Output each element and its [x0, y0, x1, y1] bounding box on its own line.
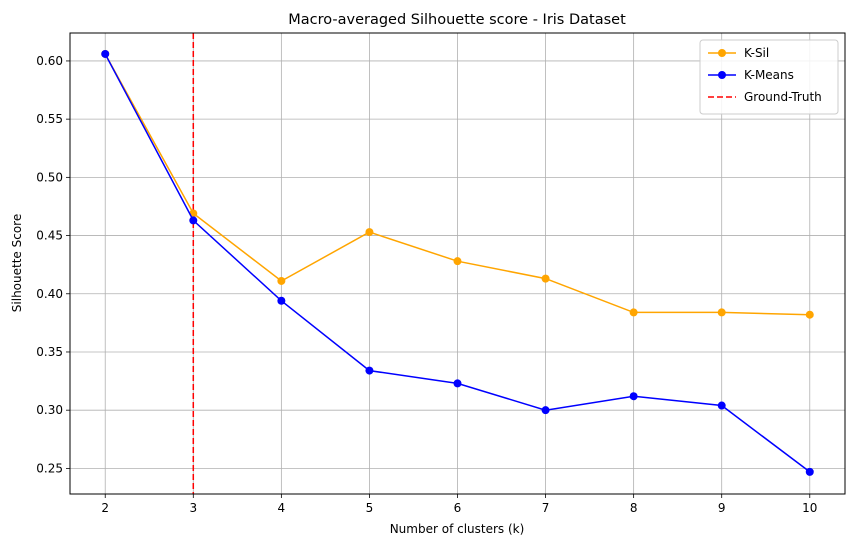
- y-tick-label: 0.45: [36, 229, 63, 243]
- x-tick-label: 6: [454, 501, 462, 515]
- data-point-k-means: [101, 49, 110, 58]
- legend-label-ground-truth: Ground-Truth: [744, 90, 822, 104]
- data-point-k-means: [629, 392, 638, 401]
- y-tick-label: 0.30: [36, 403, 63, 417]
- data-point-k-means: [277, 296, 286, 305]
- legend-label-k-means: K-Means: [744, 68, 794, 82]
- y-tick-label: 0.40: [36, 287, 63, 301]
- data-point-k-means: [805, 467, 814, 476]
- x-tick-label: 10: [802, 501, 817, 515]
- legend-marker-k-sil: [718, 49, 726, 57]
- x-tick-label: 9: [718, 501, 726, 515]
- data-point-k-sil: [717, 308, 726, 317]
- series-k-means: [101, 49, 814, 476]
- data-point-k-sil: [541, 274, 550, 283]
- x-axis: 2 3 4 5 6 7 8 9 10: [101, 494, 817, 515]
- y-axis: 0.25 0.30 0.35 0.40 0.45 0.50 0.55 0.60: [36, 54, 70, 475]
- data-point-k-means: [717, 401, 726, 410]
- x-tick-label: 2: [101, 501, 109, 515]
- x-axis-label: Number of clusters (k): [390, 522, 525, 536]
- data-point-k-means: [365, 366, 374, 375]
- data-point-k-sil: [365, 228, 374, 237]
- data-point-k-sil: [453, 257, 462, 266]
- x-tick-label: 5: [366, 501, 374, 515]
- y-axis-label: Silhouette Score: [10, 214, 24, 312]
- legend-marker-k-means: [718, 71, 726, 79]
- legend-label-k-sil: K-Sil: [744, 46, 769, 60]
- legend-box: [699, 39, 839, 115]
- y-tick-label: 0.35: [36, 345, 63, 359]
- data-point-k-sil: [629, 308, 638, 317]
- data-point-k-means: [541, 406, 550, 415]
- x-tick-label: 4: [278, 501, 286, 515]
- y-tick-label: 0.25: [36, 461, 63, 475]
- x-tick-label: 7: [542, 501, 550, 515]
- data-point-k-sil: [805, 310, 814, 319]
- data-point-k-sil: [277, 276, 286, 285]
- data-point-k-means: [189, 216, 198, 225]
- legend: K-Sil K-Means Ground-Truth: [699, 39, 839, 115]
- y-tick-label: 0.60: [36, 54, 63, 68]
- data-point-k-means: [453, 379, 462, 388]
- chart-title: Macro-averaged Silhouette score - Iris D…: [288, 12, 626, 28]
- series-group: [101, 49, 814, 476]
- x-tick-label: 8: [630, 501, 638, 515]
- y-tick-label: 0.50: [36, 170, 63, 184]
- y-tick-label: 0.55: [36, 112, 63, 126]
- x-tick-label: 3: [189, 501, 197, 515]
